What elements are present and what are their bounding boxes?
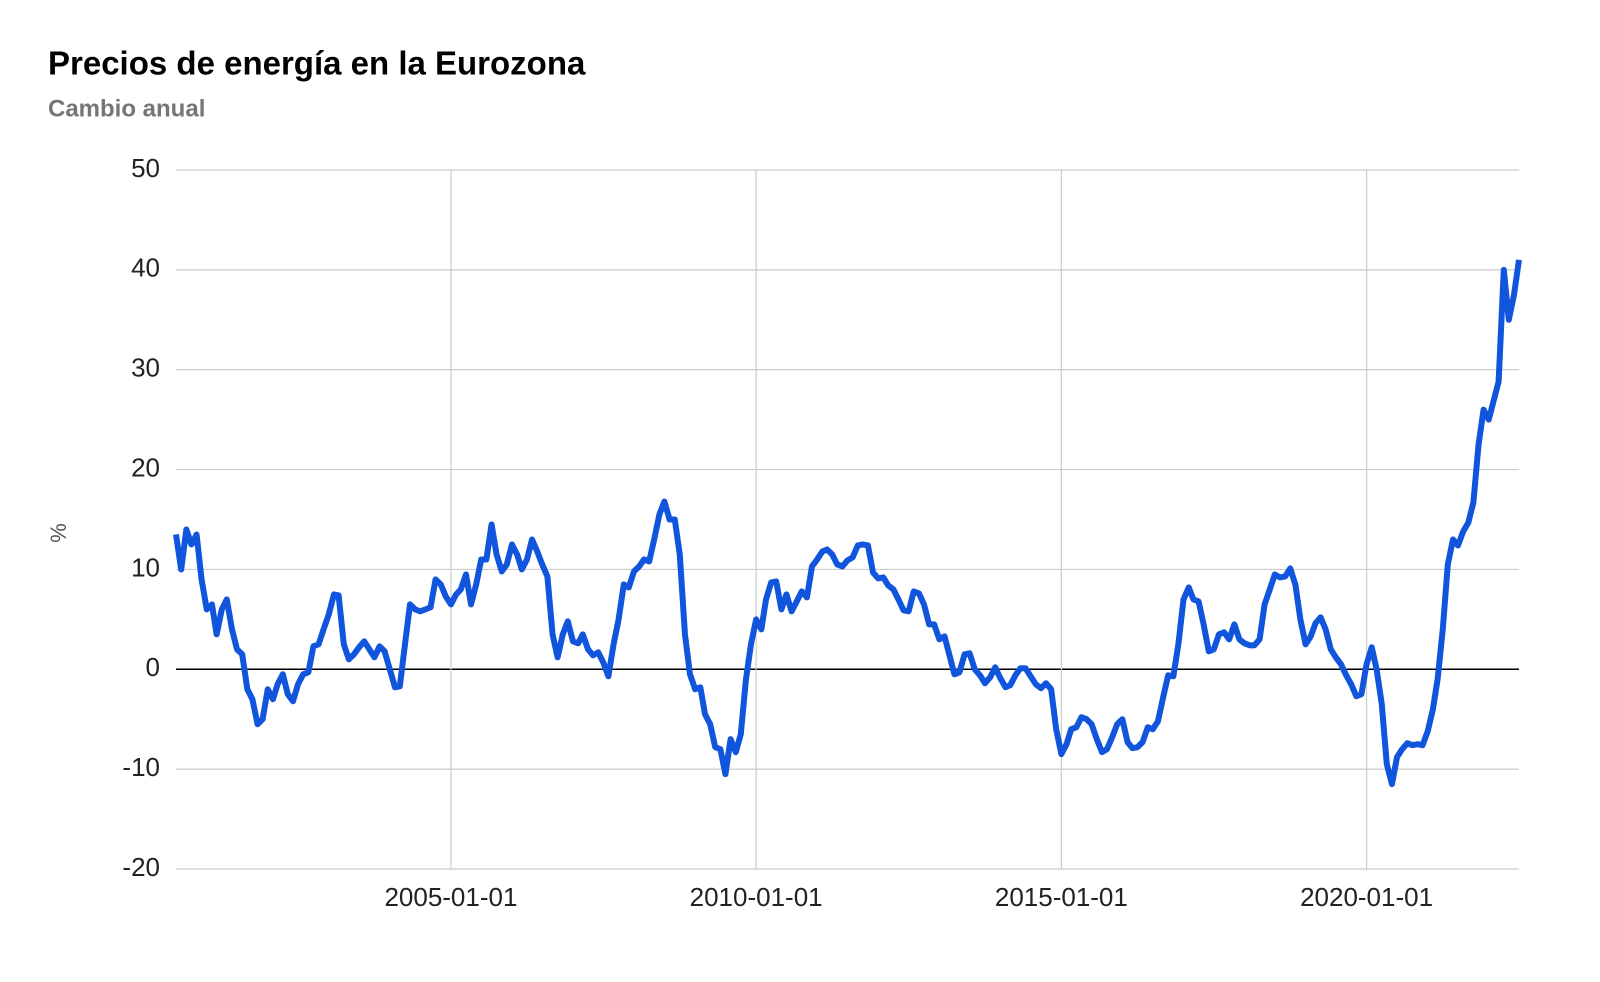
- x-tick-label: 2005-01-01: [384, 882, 517, 912]
- y-tick-label: -10: [122, 752, 160, 782]
- y-tick-label: -20: [122, 852, 160, 882]
- y-tick-label: 30: [131, 353, 160, 383]
- y-tick-label: 10: [131, 552, 160, 582]
- chart-subtitle: Cambio anual: [48, 95, 205, 122]
- y-tick-label: 40: [131, 253, 160, 283]
- y-tick-label: 20: [131, 452, 160, 482]
- x-tick-label: 2010-01-01: [690, 882, 823, 912]
- data-line: [173, 259, 1522, 788]
- chart-title: Precios de energía en la Eurozona: [48, 45, 586, 82]
- x-tick-label: 2015-01-01: [995, 882, 1128, 912]
- y-axis-label: %: [46, 523, 71, 543]
- x-tick-label: 2020-01-01: [1300, 882, 1433, 912]
- y-tick-label: 50: [131, 153, 160, 183]
- y-tick-label: 0: [146, 652, 160, 682]
